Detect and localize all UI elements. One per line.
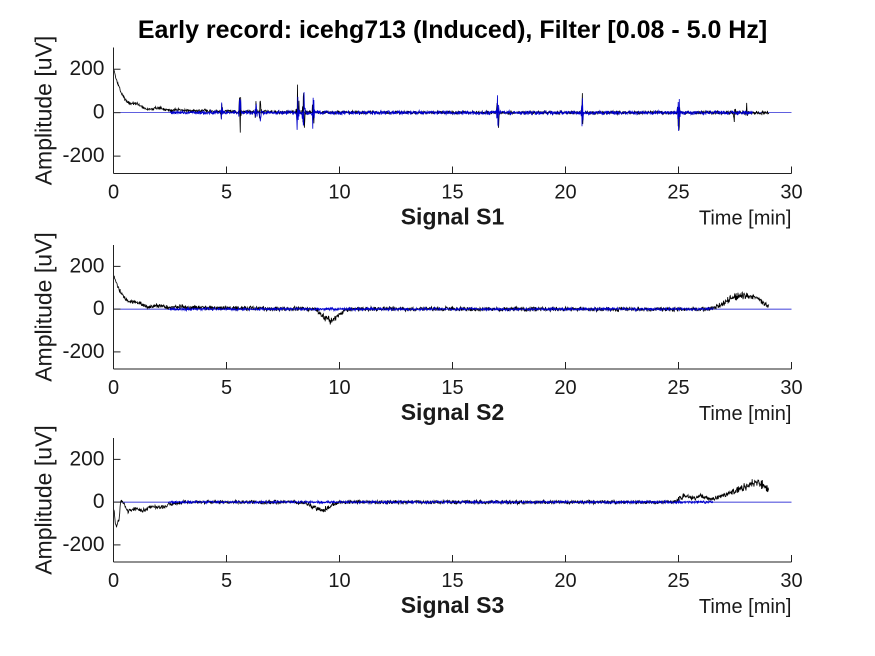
svg-text:25: 25 <box>667 377 689 399</box>
svg-text:25: 25 <box>667 570 689 592</box>
svg-text:5: 5 <box>221 377 232 399</box>
svg-text:0: 0 <box>93 490 105 513</box>
svg-text:0: 0 <box>108 182 119 204</box>
svg-text:5: 5 <box>221 182 232 204</box>
svg-text:10: 10 <box>328 570 350 592</box>
svg-text:-200: -200 <box>62 533 104 556</box>
svg-text:Time [min]: Time [min] <box>699 596 792 618</box>
svg-text:0: 0 <box>108 377 119 399</box>
svg-text:Early record: icehg713 (Induce: Early record: icehg713 (Induced), Filter… <box>138 16 767 44</box>
svg-text:200: 200 <box>69 57 104 80</box>
svg-text:0: 0 <box>93 101 105 124</box>
svg-text:20: 20 <box>554 182 576 204</box>
svg-text:-200: -200 <box>62 340 104 363</box>
svg-text:5: 5 <box>221 570 232 592</box>
svg-text:20: 20 <box>554 570 576 592</box>
svg-text:Amplitude [uV]: Amplitude [uV] <box>31 232 57 382</box>
svg-text:10: 10 <box>328 182 350 204</box>
svg-text:Amplitude [uV]: Amplitude [uV] <box>31 425 57 575</box>
svg-text:15: 15 <box>441 182 463 204</box>
svg-text:0: 0 <box>108 570 119 592</box>
svg-text:200: 200 <box>69 254 104 277</box>
svg-text:30: 30 <box>780 182 802 204</box>
svg-text:30: 30 <box>780 377 802 399</box>
svg-text:Amplitude [uV]: Amplitude [uV] <box>31 36 57 186</box>
svg-text:200: 200 <box>69 447 104 470</box>
svg-text:20: 20 <box>554 377 576 399</box>
svg-text:Time [min]: Time [min] <box>699 403 792 425</box>
svg-text:Signal S2: Signal S2 <box>401 399 505 425</box>
svg-text:15: 15 <box>441 377 463 399</box>
svg-text:30: 30 <box>780 570 802 592</box>
svg-text:Signal S1: Signal S1 <box>401 204 505 230</box>
svg-text:25: 25 <box>667 182 689 204</box>
svg-text:Signal S3: Signal S3 <box>401 592 505 618</box>
svg-text:15: 15 <box>441 570 463 592</box>
svg-text:-200: -200 <box>62 144 104 167</box>
svg-text:10: 10 <box>328 377 350 399</box>
svg-text:0: 0 <box>93 297 105 320</box>
svg-text:Time [min]: Time [min] <box>699 208 792 230</box>
